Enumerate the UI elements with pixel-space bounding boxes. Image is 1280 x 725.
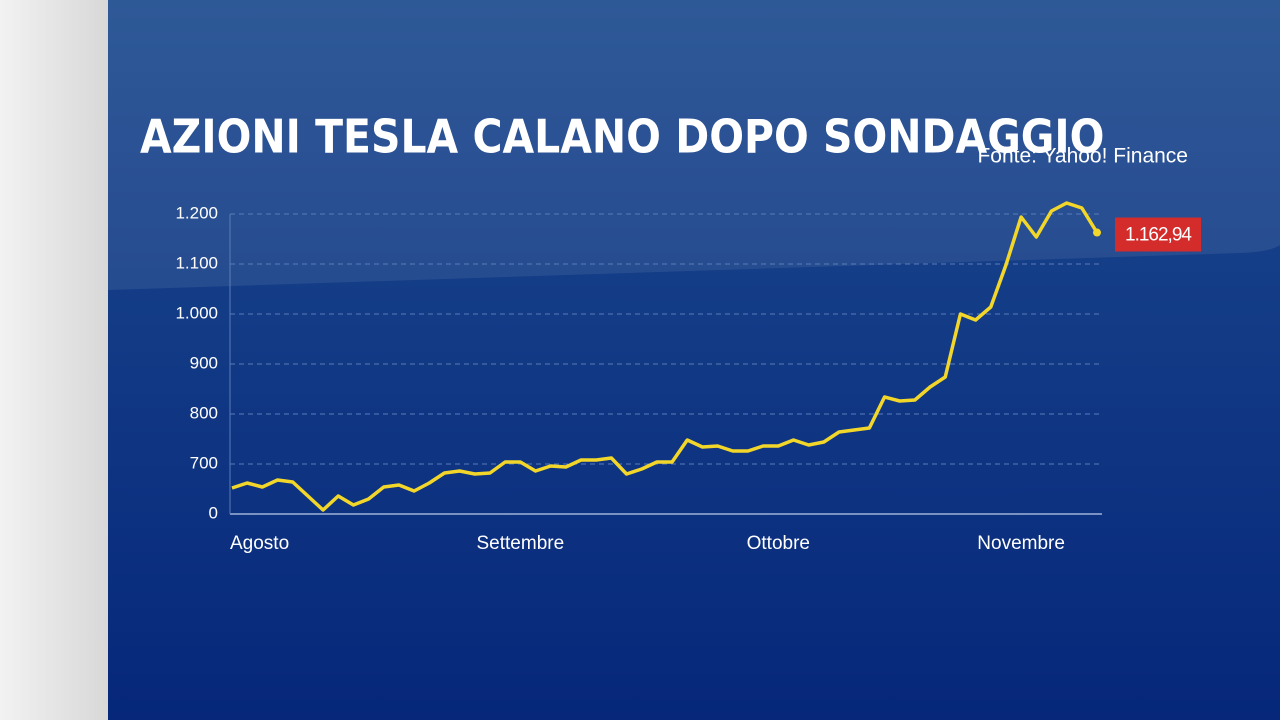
- y-tick-label: 1.000: [175, 303, 218, 322]
- x-tick-label: Settembre: [477, 533, 565, 554]
- panel: [108, 0, 1280, 720]
- x-tick-label: Agosto: [230, 533, 289, 554]
- y-tick-label: 1.200: [175, 203, 218, 222]
- side-strip: [0, 0, 108, 720]
- source: Fonte: Yahoo! Finance: [977, 145, 1188, 168]
- y-tick-label: 700: [190, 453, 218, 472]
- gloss: [108, 0, 1280, 290]
- y-tick-label: 800: [190, 403, 218, 422]
- chart-title: AZIONI TESLA CALANO DOPO SONDAGGIO: [140, 111, 1104, 164]
- price-line: [231, 201, 1099, 512]
- y-tick-label: 900: [190, 353, 218, 372]
- x-tick-label: Novembre: [977, 533, 1065, 554]
- value-label-box: [1115, 217, 1201, 252]
- end-point: [1093, 228, 1101, 237]
- y-tick-label: 0: [209, 503, 218, 522]
- value-label: 1.162,94: [1125, 225, 1192, 246]
- x-tick-label: Ottobre: [747, 533, 810, 554]
- y-tick-label: 1.100: [175, 253, 218, 272]
